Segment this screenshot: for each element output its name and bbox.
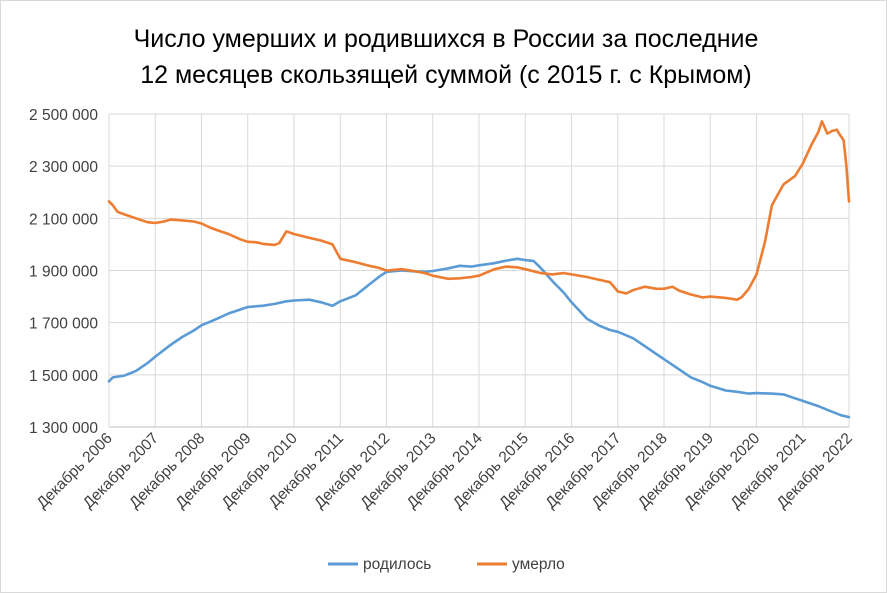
series-lines [107, 120, 851, 419]
chart-title-line-2: 12 месяцев скользящей суммой (с 2015 г. … [140, 61, 752, 89]
series-line-1 [107, 257, 851, 419]
y-tick-label: 2 500 000 [29, 107, 98, 124]
y-tick-label: 1 700 000 [29, 316, 98, 333]
y-axis-ticks: 1 300 000 1 500 000 1 700 000 1 900 000 2 10… [29, 107, 98, 437]
series-line-2 [107, 120, 851, 301]
chart-title-line-1: Число умерших и родившихся в России за п… [133, 25, 759, 53]
legend-label: умерло [512, 556, 565, 573]
y-tick-label: 2 300 000 [29, 159, 98, 176]
legend-label: родилось [363, 556, 431, 573]
chart-title: Число умерших и родившихся в России за п… [41, 21, 851, 93]
gridlines [108, 113, 850, 428]
y-tick-label: 1 500 000 [29, 368, 98, 385]
y-tick-label: 2 100 000 [29, 211, 98, 228]
y-tick-label: 1 900 000 [29, 264, 98, 281]
legend: родилось умерло [328, 556, 565, 573]
y-tick-label: 1 300 000 [29, 420, 98, 437]
